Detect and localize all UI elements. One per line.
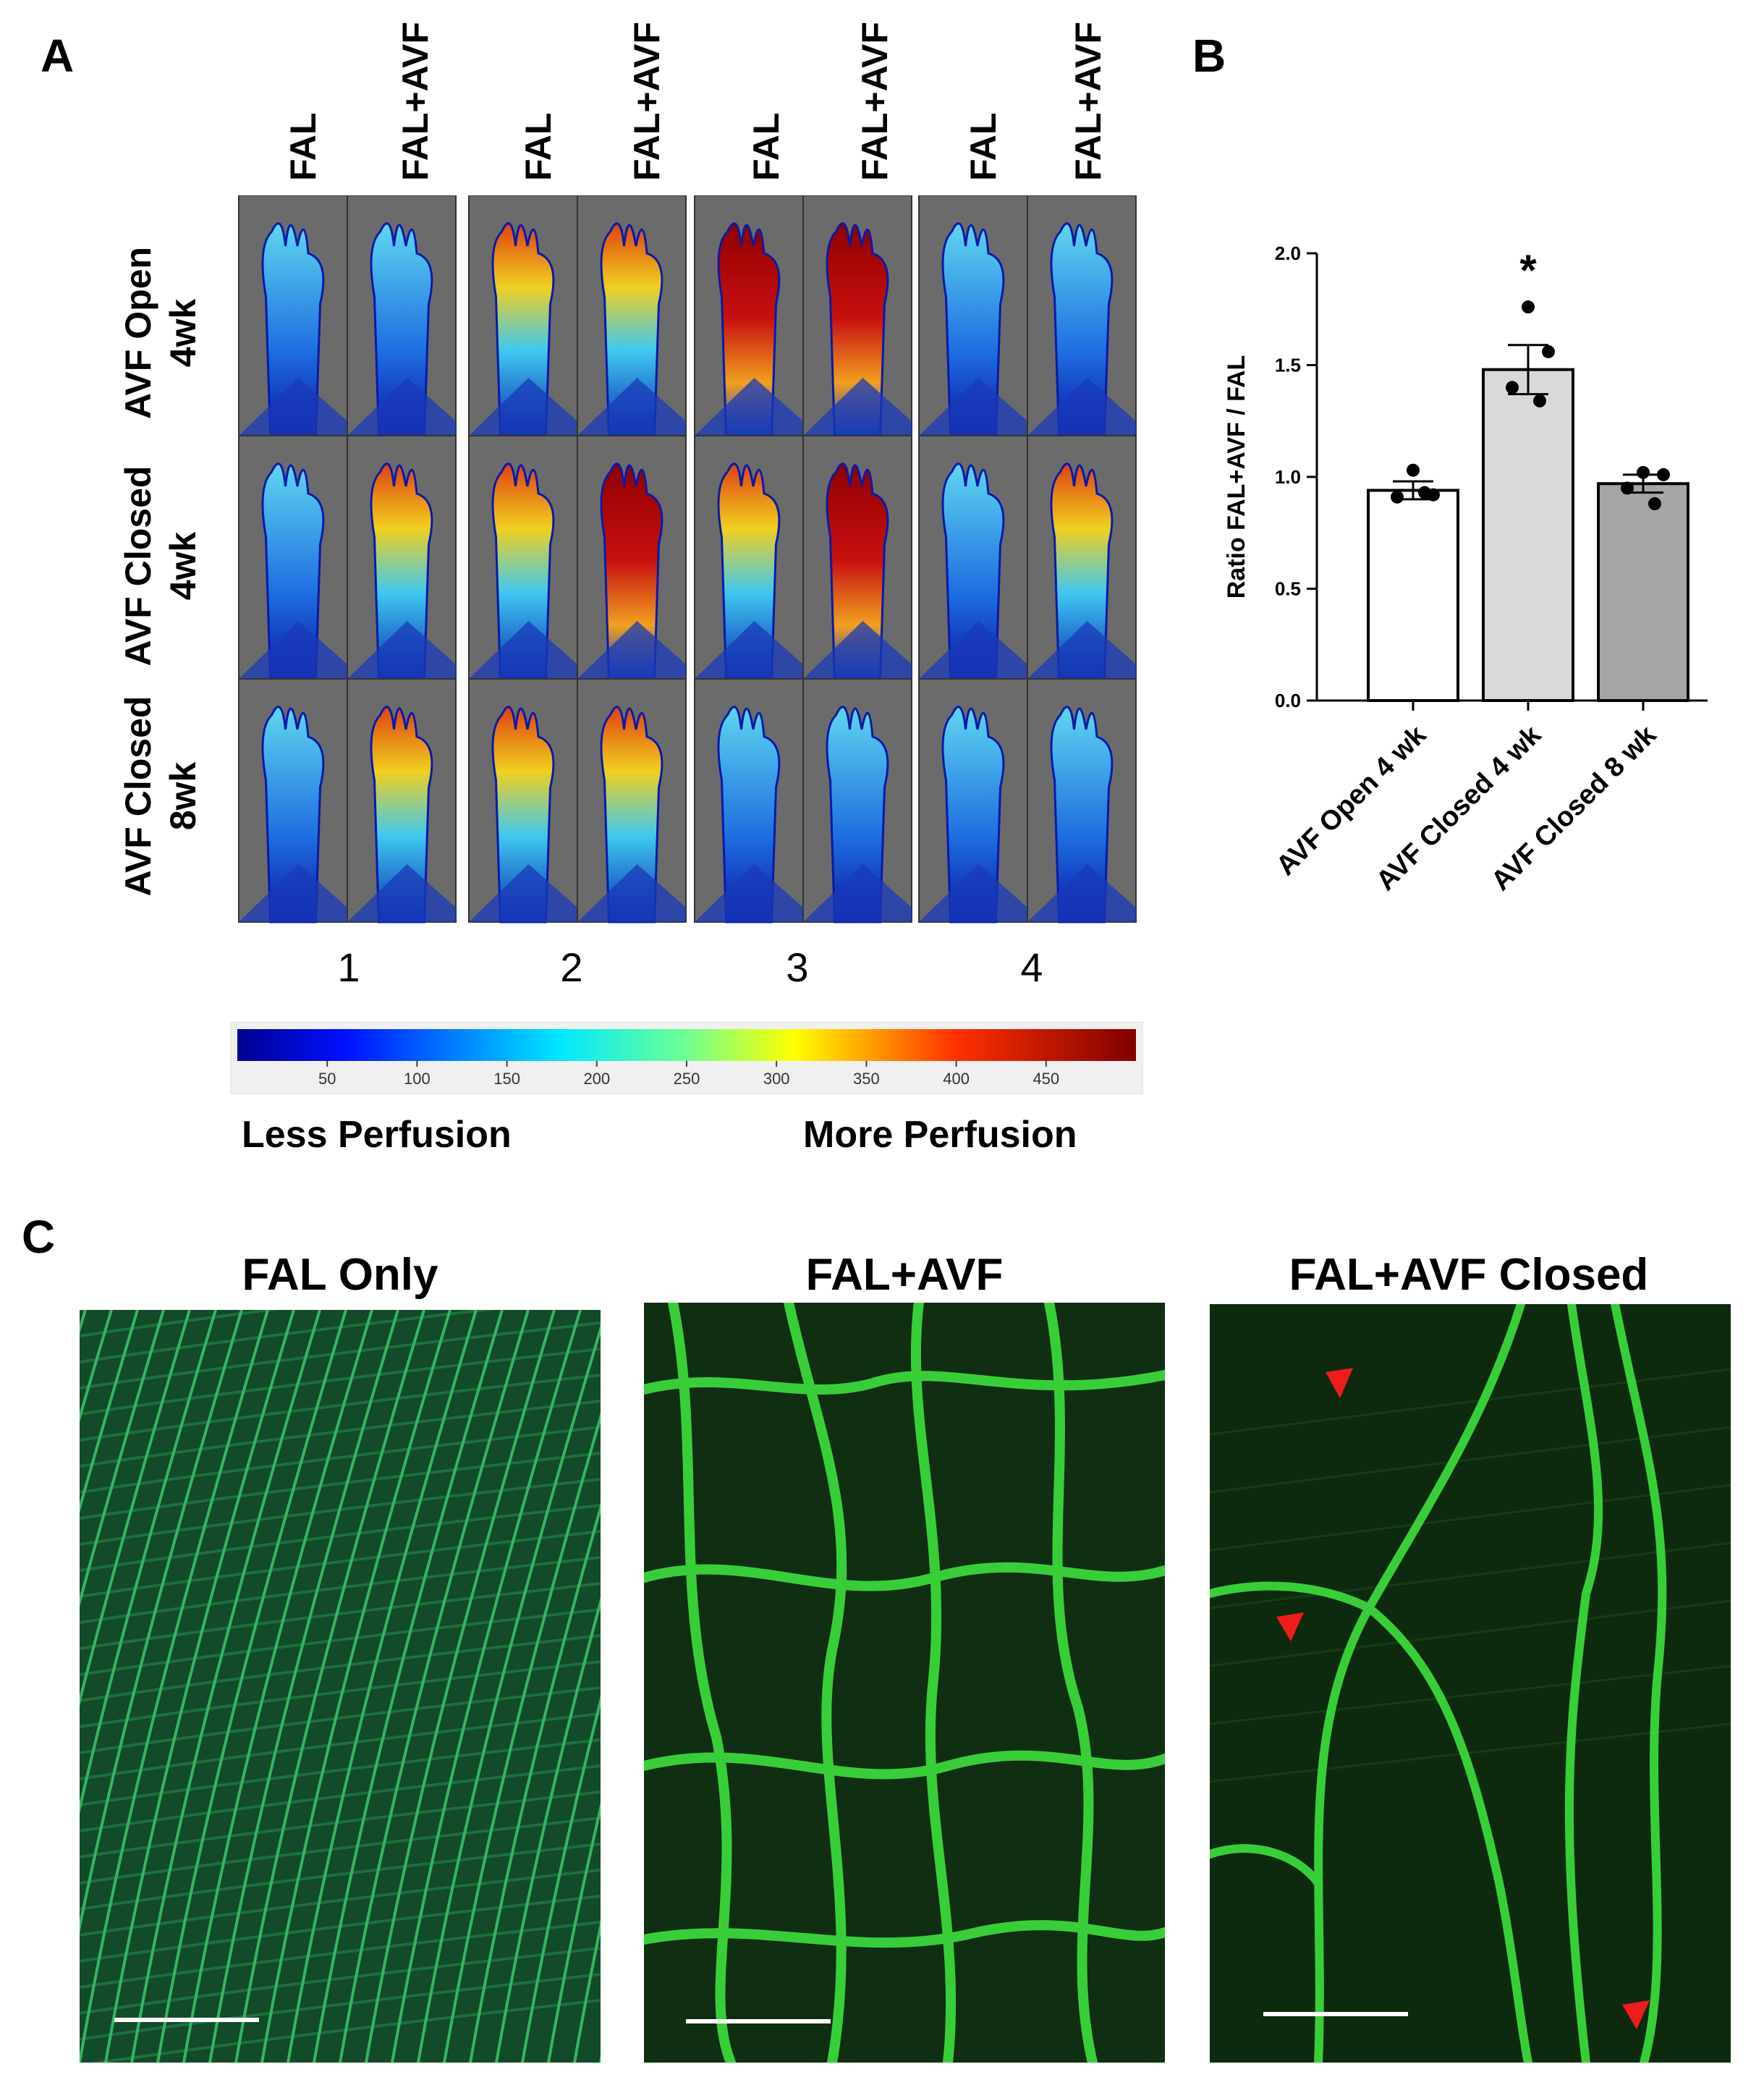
data-point bbox=[1648, 497, 1661, 511]
perfusion-cell bbox=[347, 195, 457, 437]
less-perfusion-label: Less Perfusion bbox=[242, 1114, 512, 1156]
perfusion-cell bbox=[694, 435, 804, 680]
perfusion-cell bbox=[347, 678, 457, 923]
row-label: AVF Open 4wk bbox=[116, 217, 210, 449]
animal-number: 4 bbox=[1020, 944, 1043, 990]
y-tick-label: 0.5 bbox=[1275, 578, 1301, 600]
perfusion-cell bbox=[468, 435, 578, 680]
y-tick-label: 1.0 bbox=[1275, 466, 1301, 488]
perfusion-cell bbox=[577, 678, 687, 923]
perfusion-cell bbox=[802, 435, 912, 680]
perfusion-cell bbox=[238, 435, 348, 680]
arrowhead-icon bbox=[1622, 2000, 1650, 2029]
bar bbox=[1597, 482, 1689, 702]
colorbar-tick-label: 350 bbox=[853, 1070, 880, 1088]
data-point bbox=[1637, 465, 1650, 479]
title-fal-avf: FAL+AVF bbox=[805, 1250, 1004, 1300]
perfusion-cell bbox=[802, 195, 912, 437]
significance-asterisk: * bbox=[1519, 246, 1537, 295]
panel-b-letter: B bbox=[1192, 30, 1226, 82]
column-label: FAL bbox=[746, 112, 786, 181]
y-tick-label: 2.0 bbox=[1275, 242, 1301, 264]
row-label-line1: AVF Open bbox=[118, 247, 158, 419]
row-label: AVF Closed 4wk bbox=[116, 450, 210, 682]
data-point bbox=[1621, 481, 1634, 495]
row-label-line1: AVF Closed bbox=[118, 695, 158, 897]
column-label: FAL+AVF bbox=[395, 22, 436, 181]
scale-bar bbox=[1263, 2012, 1408, 2016]
data-point bbox=[1391, 490, 1404, 504]
more-perfusion-label: More Perfusion bbox=[803, 1114, 1077, 1156]
perfusion-cell bbox=[468, 678, 578, 923]
data-point bbox=[1418, 486, 1431, 499]
scale-bar bbox=[114, 2018, 259, 2022]
perfusion-cell bbox=[1027, 435, 1137, 680]
data-point bbox=[1407, 463, 1420, 477]
row-label: AVF Closed 8wk bbox=[116, 680, 210, 912]
data-point bbox=[1542, 344, 1555, 358]
bar bbox=[1482, 368, 1574, 702]
column-label: FAL+AVF bbox=[855, 22, 895, 181]
perfusion-cell bbox=[468, 195, 578, 437]
colorbar-tick-label: 450 bbox=[1032, 1070, 1059, 1088]
animal-number: 3 bbox=[786, 944, 809, 990]
perfusion-cell bbox=[802, 678, 912, 923]
micrograph-fal-avf-closed bbox=[1210, 1304, 1731, 2063]
y-tick-label: 0.0 bbox=[1275, 690, 1301, 711]
column-label: FAL bbox=[283, 112, 323, 181]
bar bbox=[1367, 489, 1459, 702]
perfusion-cell bbox=[694, 678, 804, 923]
title-fal-avf-closed: FAL+AVF Closed bbox=[1289, 1250, 1649, 1300]
colorbar-tick-label: 200 bbox=[583, 1070, 610, 1088]
panel-c-letter: C bbox=[22, 1211, 56, 1263]
perfusion-cell bbox=[918, 435, 1028, 680]
column-label: FAL bbox=[518, 112, 559, 181]
colorbar-tick-label: 100 bbox=[404, 1070, 431, 1088]
colorbar-tick-label: 400 bbox=[943, 1070, 970, 1088]
row-label-line1: AVF Closed bbox=[118, 465, 158, 667]
perfusion-cell bbox=[347, 435, 457, 680]
column-label: FAL+AVF bbox=[627, 22, 667, 181]
animal-number: 1 bbox=[337, 944, 360, 990]
title-fal-only: FAL Only bbox=[242, 1250, 438, 1300]
y-axis-label: Ratio FAL+AVF / FAL bbox=[1223, 355, 1250, 599]
perfusion-cell bbox=[918, 678, 1028, 923]
perfusion-cell bbox=[694, 195, 804, 437]
perfusion-cell bbox=[577, 435, 687, 680]
perfusion-cell bbox=[1027, 195, 1137, 437]
row-label-line2: 4wk bbox=[163, 298, 203, 368]
scale-bar bbox=[686, 2019, 831, 2023]
micrograph-fal-avf bbox=[644, 1303, 1165, 2063]
data-point bbox=[1522, 300, 1535, 314]
arrowhead-icon bbox=[1276, 1612, 1304, 1641]
data-point bbox=[1657, 468, 1670, 481]
animal-number: 2 bbox=[560, 944, 583, 990]
perfusion-cell bbox=[918, 195, 1028, 437]
perfusion-image-grid bbox=[238, 195, 1137, 923]
perfusion-cell bbox=[238, 678, 348, 923]
arrowhead-icon bbox=[1326, 1368, 1353, 1398]
perfusion-cell bbox=[1027, 678, 1137, 923]
perfusion-cell bbox=[577, 195, 687, 437]
row-label-line2: 4wk bbox=[163, 531, 203, 601]
y-tick-label: 1.5 bbox=[1275, 355, 1301, 376]
row-label-line2: 8wk bbox=[163, 761, 203, 831]
micrograph-fal-only bbox=[80, 1310, 601, 2063]
data-point bbox=[1533, 394, 1546, 407]
colorbar-tick-label: 250 bbox=[674, 1070, 700, 1088]
red-arrowheads bbox=[1276, 1368, 1650, 2029]
panel-a-letter: A bbox=[41, 30, 75, 82]
column-label: FAL+AVF bbox=[1068, 22, 1108, 181]
colorbar-tick-label: 150 bbox=[493, 1070, 520, 1088]
perfusion-colorbar: 50 100 150 200 250 300 350 400 450 bbox=[230, 1022, 1143, 1094]
data-point bbox=[1506, 381, 1519, 394]
colorbar-tick-label: 300 bbox=[763, 1070, 790, 1088]
perfusion-cell bbox=[238, 195, 348, 437]
colorbar-tick-label: 50 bbox=[318, 1070, 336, 1088]
column-label: FAL bbox=[963, 112, 1004, 181]
